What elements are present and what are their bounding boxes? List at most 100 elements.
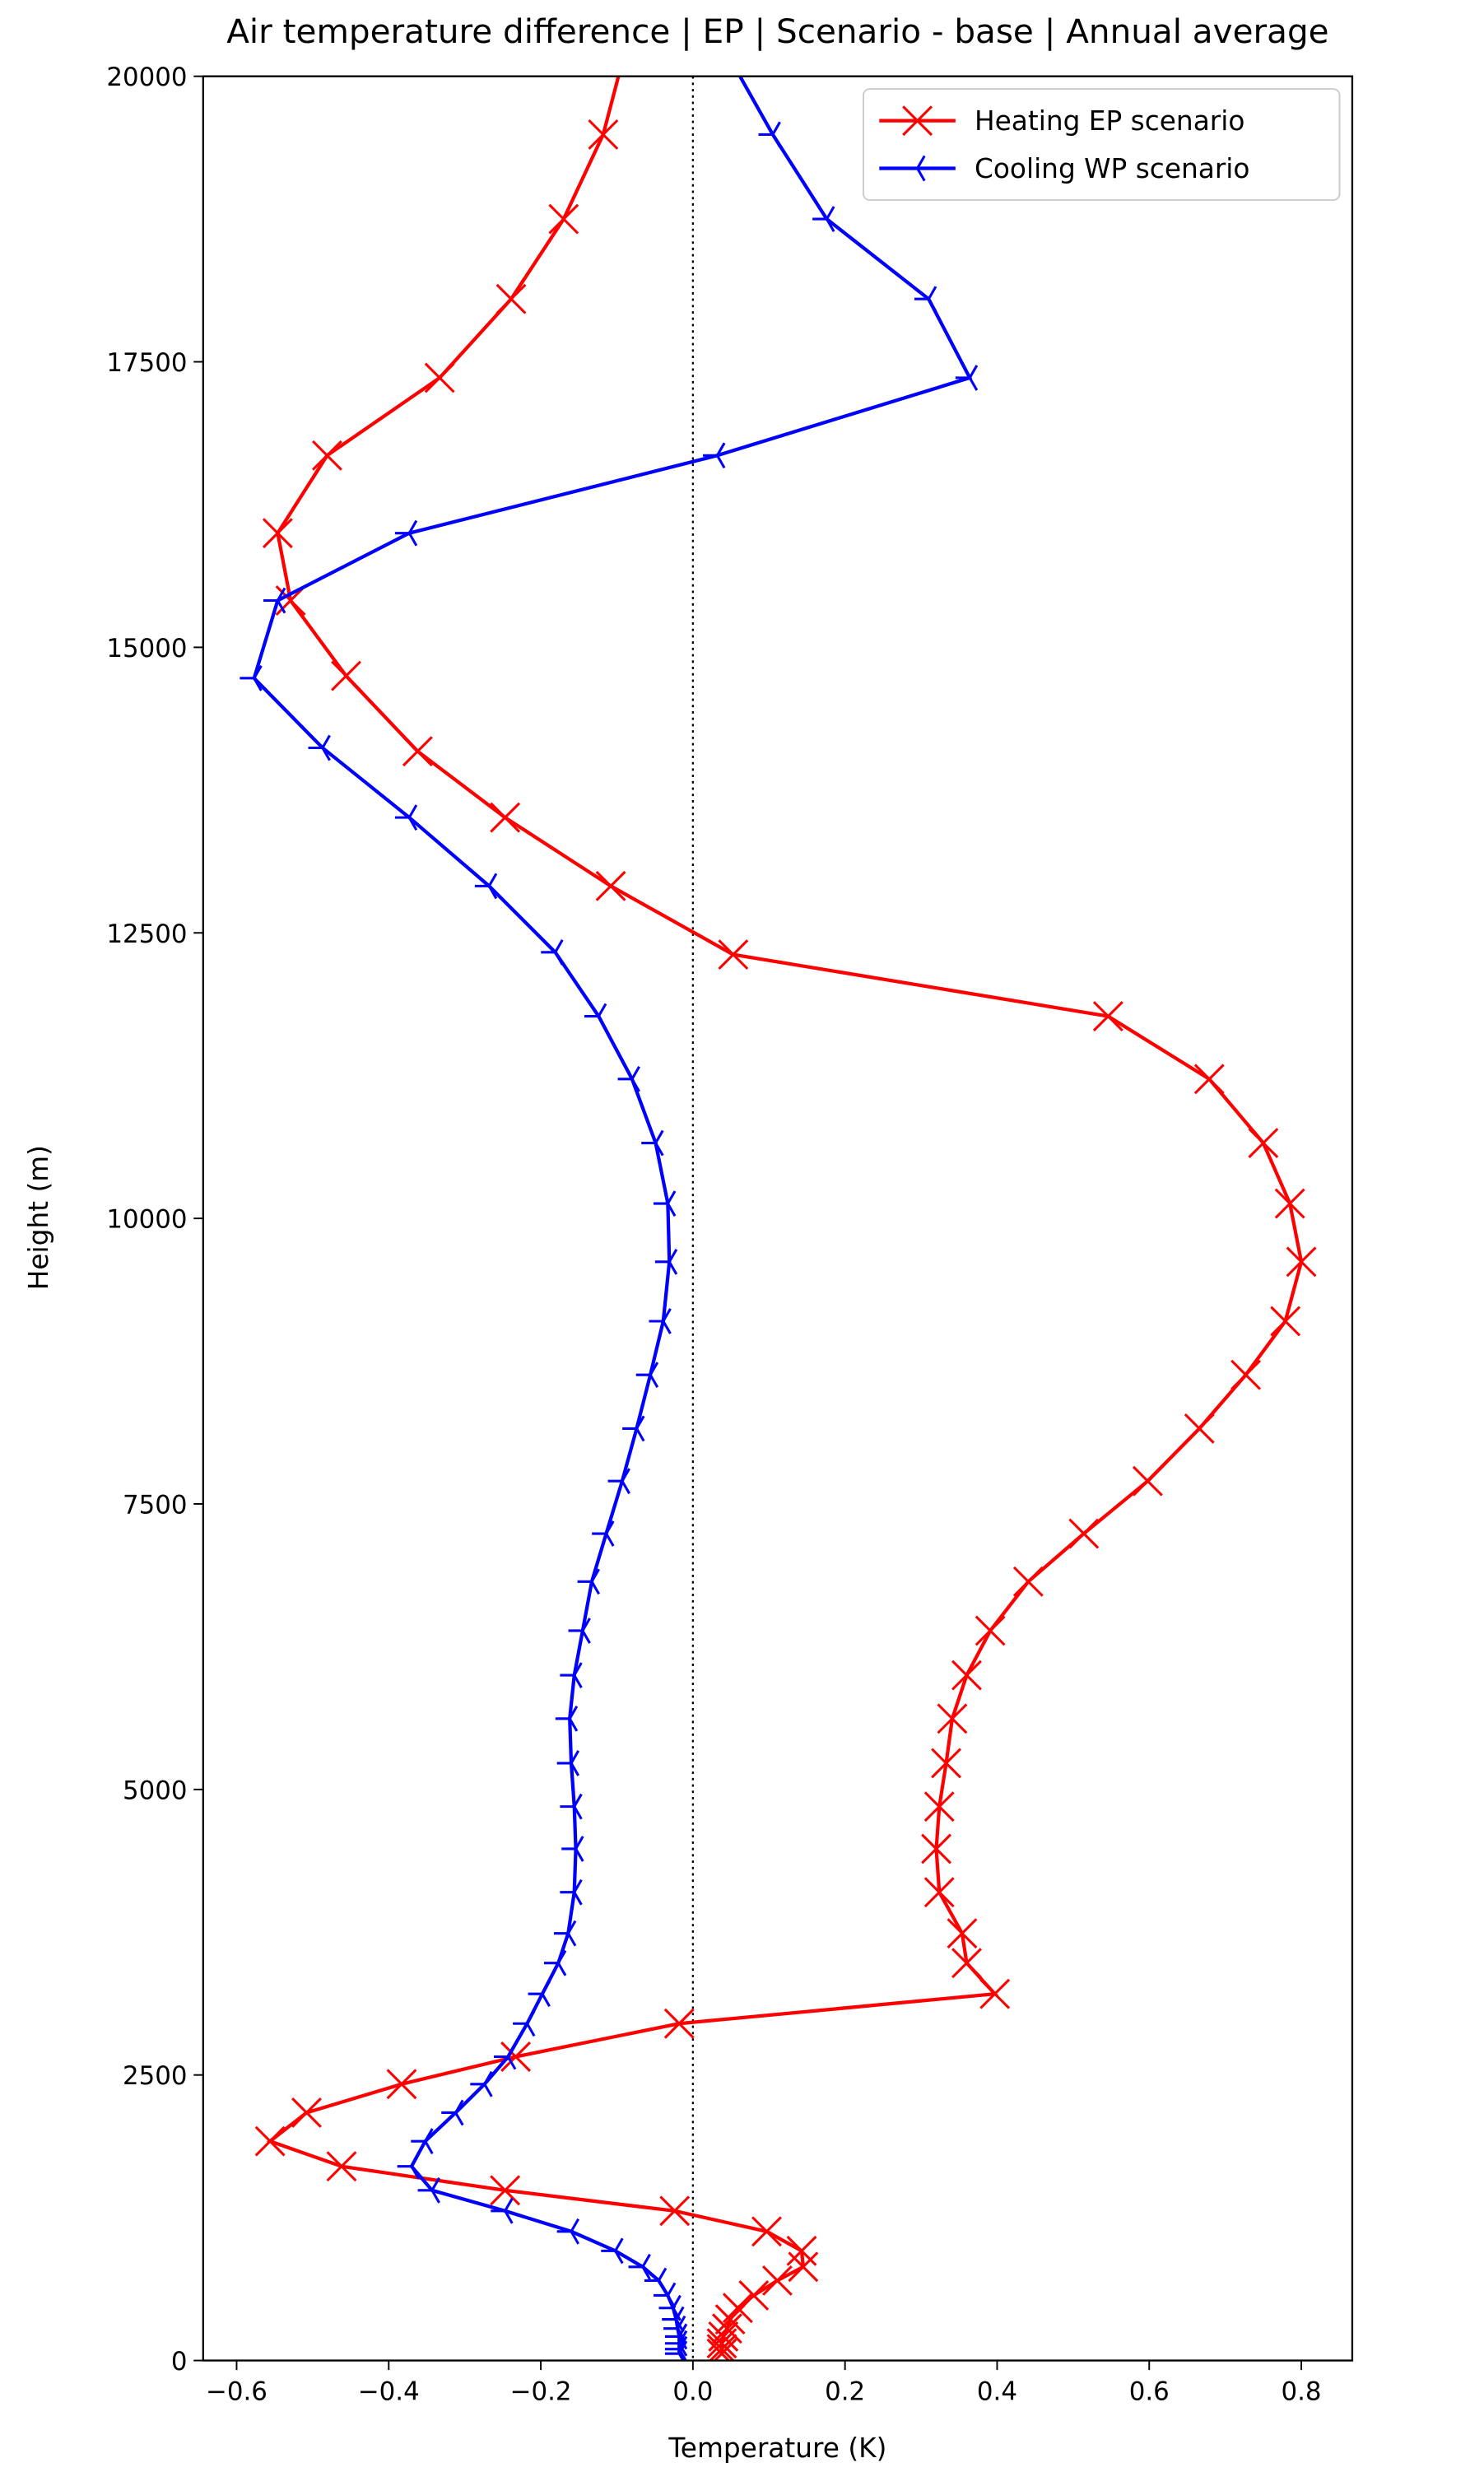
marker	[1092, 1001, 1123, 1031]
marker	[923, 1791, 955, 1823]
marker	[635, 1362, 659, 1389]
marker	[495, 283, 527, 314]
marker	[490, 2175, 521, 2206]
y-tick-label: 0	[171, 2347, 188, 2377]
legend-label: Heating EP scenario	[975, 105, 1244, 137]
y-tick-label: 12500	[106, 919, 187, 949]
marker	[541, 938, 564, 966]
y-axis-label: Height (m)	[23, 1145, 54, 1290]
y-tick-label: 2500	[123, 2061, 188, 2091]
marker	[644, 2267, 668, 2294]
overlay: −0.6 −0.4 −0.2 0.0 0.2 0.4 0.6 0.8 0 2500 5000 7500…	[106, 63, 1341, 2407]
marker	[706, 2334, 737, 2361]
marker	[490, 802, 521, 833]
marker	[513, 2010, 536, 2037]
marker	[411, 2128, 434, 2155]
marker	[937, 1703, 968, 1734]
marker	[658, 2294, 682, 2321]
marker	[560, 1878, 583, 1906]
marker	[617, 1065, 640, 1092]
marker	[592, 1520, 615, 1547]
marker	[548, 203, 579, 235]
legend-box	[863, 88, 1341, 202]
marker	[441, 2099, 464, 2126]
marker	[654, 1190, 677, 1217]
marker	[951, 1660, 982, 1691]
marker	[706, 2338, 737, 2361]
marker	[703, 442, 726, 469]
marker	[788, 2251, 819, 2283]
marker	[595, 870, 626, 901]
marker	[931, 1748, 961, 1779]
legend-label: Cooling WP scenario	[975, 153, 1249, 184]
marker	[588, 119, 619, 150]
chart-title: Air temperature difference | EP | Scenar…	[226, 12, 1328, 51]
marker	[923, 1877, 955, 1908]
marker	[659, 2195, 691, 2227]
marker	[543, 1949, 567, 1976]
marker	[326, 2151, 357, 2182]
marker	[560, 1662, 583, 1688]
marker	[663, 2008, 695, 2039]
marker	[1068, 1518, 1100, 1549]
y-tick-label: 17500	[106, 348, 187, 378]
marker	[654, 1248, 678, 1275]
marker	[577, 1568, 600, 1595]
marker	[556, 1750, 580, 1776]
marker	[628, 2253, 651, 2280]
y-tick-label: 7500	[123, 1491, 188, 1520]
marker	[979, 1978, 1011, 2009]
y-tick-label: 20000	[106, 63, 187, 92]
x-tick-label: 0.6	[1129, 2377, 1170, 2407]
marker	[470, 2070, 493, 2097]
marker	[607, 1468, 630, 1495]
x-tick-label: −0.2	[510, 2377, 572, 2407]
marker	[386, 2069, 417, 2100]
marker	[751, 2216, 782, 2247]
y-tick-label: 15000	[106, 634, 187, 663]
marker	[262, 518, 293, 549]
marker	[474, 873, 498, 900]
marker	[1248, 1128, 1279, 1158]
marker	[417, 2176, 440, 2204]
marker	[622, 1415, 645, 1442]
marker	[493, 2043, 517, 2070]
marker	[706, 2328, 737, 2359]
marker	[1286, 1246, 1317, 1278]
marker	[308, 734, 331, 761]
marker	[254, 2125, 286, 2157]
marker	[714, 2304, 746, 2335]
marker	[560, 1793, 583, 1820]
marker	[240, 664, 263, 691]
marker	[275, 585, 306, 616]
marker	[1012, 1566, 1044, 1597]
marker	[556, 2218, 580, 2245]
marker	[263, 587, 286, 614]
marker	[955, 365, 979, 391]
x-tick-label: 0.8	[1282, 2377, 1322, 2407]
marker	[951, 1948, 982, 1979]
marker	[975, 1615, 1006, 1646]
marker	[718, 939, 749, 971]
marker	[402, 736, 433, 767]
marker	[561, 1836, 584, 1862]
marker	[1274, 1188, 1305, 1219]
marker	[1270, 1306, 1301, 1337]
marker	[568, 1618, 591, 1644]
marker	[641, 1129, 664, 1157]
marker	[812, 206, 835, 232]
marker	[424, 362, 455, 393]
marker	[1193, 1064, 1225, 1095]
marker	[758, 121, 781, 148]
marker	[291, 2097, 322, 2128]
x-tick-label: 0.0	[672, 2377, 713, 2407]
marker	[584, 1003, 607, 1030]
y-tick-label: 5000	[123, 1776, 188, 1805]
x-tick-label: −0.4	[358, 2377, 420, 2407]
marker	[553, 1920, 577, 1947]
marker	[394, 519, 418, 547]
marker	[902, 105, 933, 137]
marker	[491, 2197, 514, 2224]
